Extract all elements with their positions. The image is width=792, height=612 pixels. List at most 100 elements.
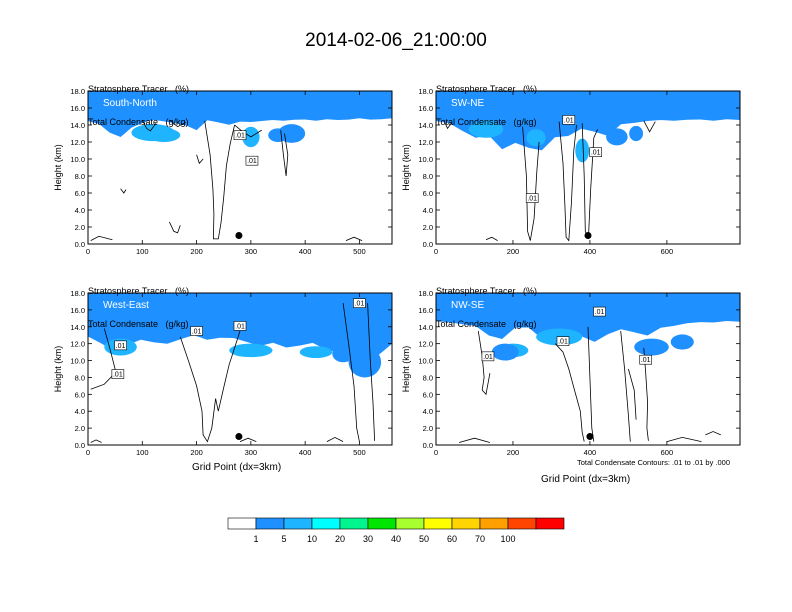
condensate-contour	[443, 119, 452, 130]
condensate-contour	[628, 368, 637, 420]
y-tick-label: 18.0	[418, 87, 433, 96]
condensate-contour	[705, 431, 721, 436]
condensate-contour	[522, 126, 540, 241]
panel-label: SW-NE	[451, 98, 484, 109]
condensate-contour	[169, 221, 181, 234]
colorbar-label: 30	[363, 534, 373, 544]
y-tick-label: 8.0	[75, 373, 85, 382]
x-tick-label: 0	[434, 247, 438, 256]
tracer-blob	[299, 346, 333, 359]
tracer-blob	[147, 128, 181, 142]
x-tick-label: 300	[245, 448, 258, 457]
y-tick-label: 0.0	[75, 441, 85, 450]
condensate-contour	[458, 437, 491, 443]
colorbar-swatch	[367, 517, 397, 530]
location-marker	[235, 232, 243, 239]
contour-label: .01	[562, 115, 576, 125]
colorbar-swatch	[283, 517, 313, 530]
contour-note: Total Condensate Contours: .01 to .01 by…	[577, 458, 731, 467]
condensate-contour	[345, 236, 363, 241]
x-tick-label: 400	[584, 448, 597, 457]
condensate-contour	[179, 330, 241, 443]
condensate-contour	[558, 121, 577, 242]
tracer-blob	[348, 347, 382, 378]
colorbar-swatch	[479, 517, 509, 530]
svg-text:.01: .01	[235, 323, 245, 330]
y-tick-label: 4.0	[423, 407, 433, 416]
panel-title-line2: Total Condensate (g/kg)	[436, 117, 537, 127]
panel-label: West-East	[103, 300, 149, 311]
svg-text:.01: .01	[564, 117, 574, 124]
condensate-contour	[666, 436, 702, 442]
plot-frame	[87, 292, 393, 446]
colorbar-label: 50	[419, 534, 429, 544]
plot-frame	[435, 292, 741, 446]
condensate-contour	[620, 330, 631, 442]
colorbar-label: 60	[447, 534, 457, 544]
svg-text:.01: .01	[558, 339, 568, 346]
contour-label: .01	[353, 298, 366, 308]
contour-label: .01	[111, 369, 125, 379]
x-tick-label: 500	[353, 448, 366, 457]
location-marker	[584, 232, 592, 239]
condensate-contour	[280, 130, 289, 177]
colorbar-swatch	[255, 517, 285, 530]
panel-sw-ne: .01 .01 .01 SW-NE 0.0 2.0 4.0 6.0 8.0 10.0 12.0 14.…	[401, 87, 741, 256]
contour-label: .01	[233, 130, 247, 140]
panel-title-line2: Total Condensate (g/kg)	[88, 117, 189, 127]
x-tick-label: 0	[434, 448, 438, 457]
condensate-contour	[169, 119, 186, 128]
condensate-contour	[643, 347, 649, 441]
condensate-contour	[367, 303, 375, 441]
contour-label: .01	[639, 354, 653, 365]
panel-west-east: .01 .01 .01 .01 .01 West-East 0.0 2.0 4.0 6.0 8.0 1…	[53, 289, 393, 457]
tracer-band	[436, 293, 740, 342]
y-tick-label: 14.0	[418, 323, 433, 332]
x-tick-label: 600	[661, 247, 674, 256]
x-tick-label: 100	[136, 247, 149, 256]
contour-label: .01	[233, 321, 247, 331]
panel-title-line2: Total Condensate (g/kg)	[436, 319, 537, 329]
x-tick-label: 400	[299, 247, 312, 256]
condensate-contour	[643, 120, 656, 133]
x-tick-label: 100	[136, 448, 149, 457]
y-tick-label: 10.0	[70, 155, 85, 164]
y-tick-label: 18.0	[70, 87, 85, 96]
y-tick-label: 16.0	[418, 306, 433, 315]
condensate-contour	[141, 119, 157, 132]
condensate-contour	[326, 436, 344, 442]
panel-title-sw-ne: Stratosphere Tracer (%) Total Condensate…	[436, 62, 537, 139]
condensate-contour	[120, 188, 127, 194]
panel-nw-se: .01 .01 .01 .01 NW-SE 0.0 2.0 4.0 6.0 8.0 10.0 12.0…	[401, 289, 741, 457]
tracer-band	[436, 91, 740, 151]
colorbar-label: 70	[475, 534, 485, 544]
y-tick-label: 14.0	[418, 121, 433, 130]
y-tick-label: 12.0	[70, 340, 85, 349]
y-tick-label: 8.0	[423, 373, 433, 382]
y-tick-label: 16.0	[418, 104, 433, 113]
condensate-contour	[90, 439, 102, 443]
y-tick-label: 0.0	[75, 240, 85, 249]
colorbar-swatch	[227, 517, 257, 530]
x-axis-title-west-east: Grid Point (dx=3km)	[192, 462, 282, 473]
y-tick-label: 0.0	[423, 441, 433, 450]
location-marker	[586, 433, 594, 441]
x-tick-label: 200	[507, 247, 520, 256]
condensate-contour	[477, 330, 491, 396]
x-tick-label: 400	[584, 247, 597, 256]
panel-title-line1: Stratosphere Tracer (%)	[436, 84, 538, 94]
tracer-blob	[629, 125, 644, 142]
condensate-contour	[90, 235, 113, 241]
x-axis-title-nw-se: Grid Point (dx=3km)	[541, 474, 631, 485]
x-tick-label: 300	[245, 247, 258, 256]
y-tick-label: 8.0	[423, 172, 433, 181]
condensate-contour	[196, 154, 204, 165]
y-tick-label: 2.0	[423, 223, 433, 232]
colorbar-label: 10	[307, 534, 317, 544]
panel-label: NW-SE	[451, 300, 484, 311]
colorbar-swatch	[507, 517, 537, 530]
condensate-contour	[342, 303, 360, 442]
y-tick-label: 2.0	[75, 223, 85, 232]
colorbar-label: 5	[281, 534, 286, 544]
